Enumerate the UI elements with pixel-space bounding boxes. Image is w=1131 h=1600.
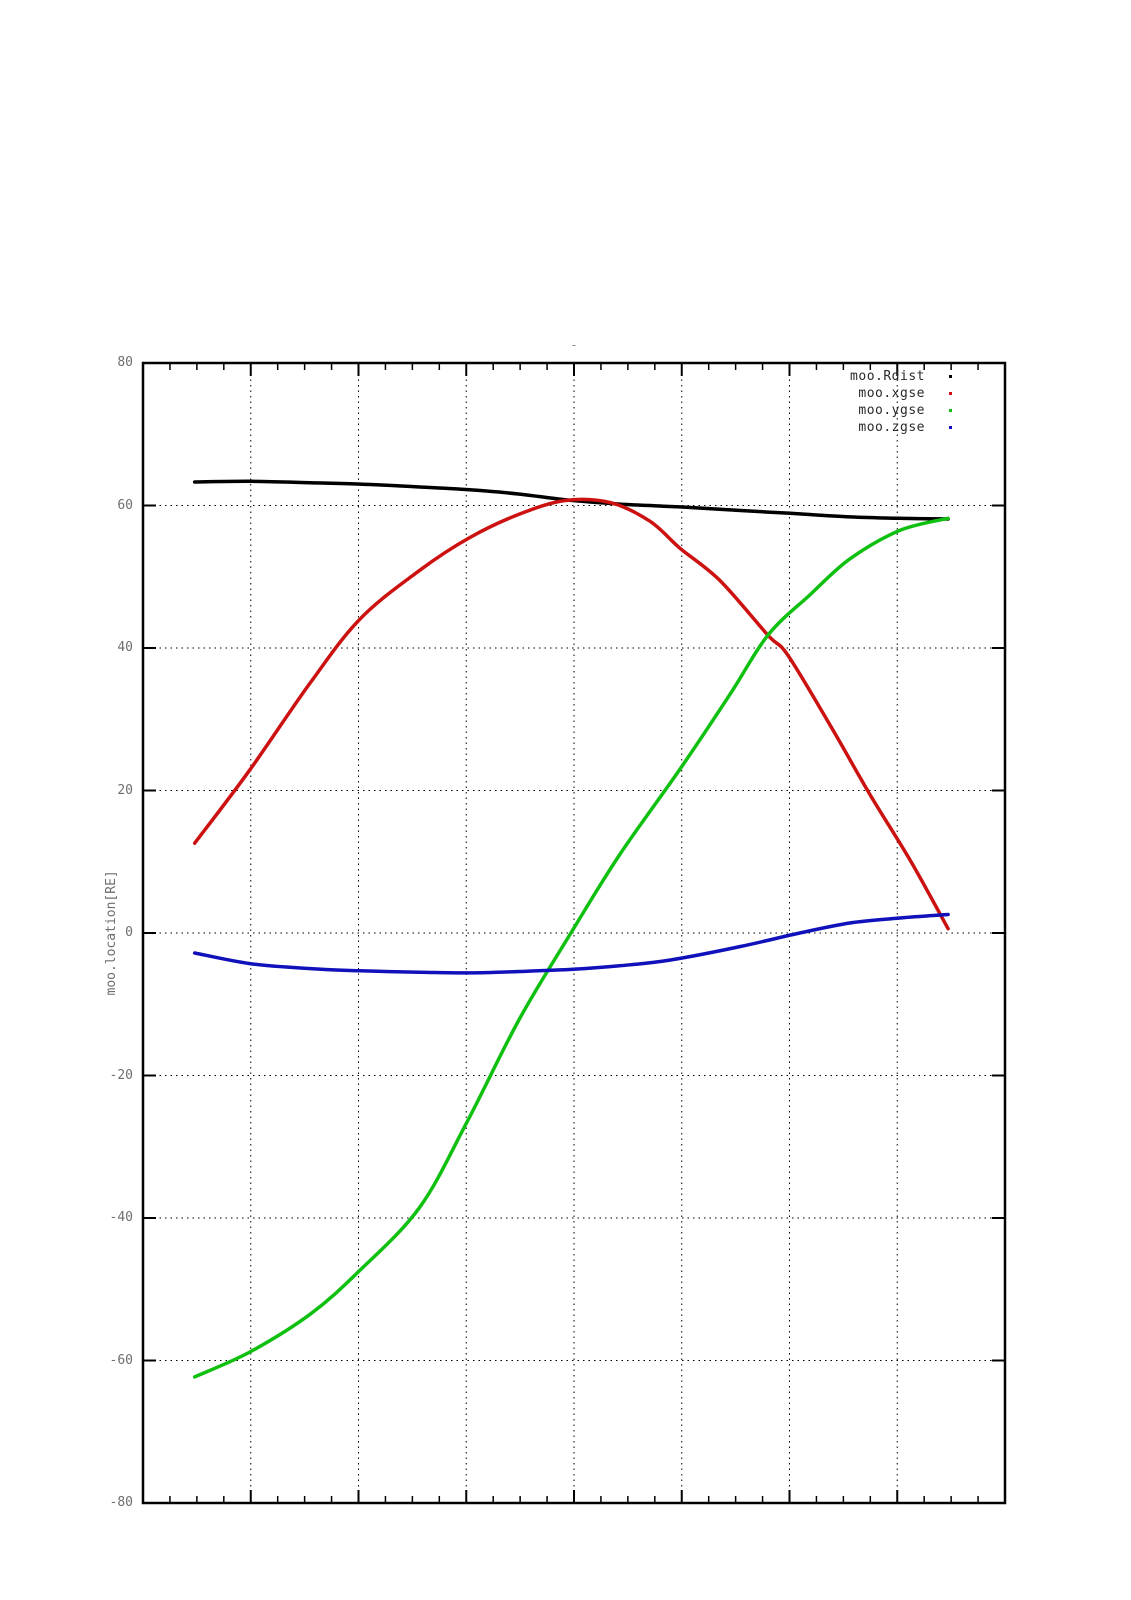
legend: moo.Rdist moo.xgse moo.ygse moo.zgse bbox=[850, 369, 962, 435]
legend-label: moo.ygse bbox=[858, 403, 925, 418]
y-tick-label: -80 bbox=[109, 1495, 133, 1510]
legend-item-moo.zgse: moo.zgse bbox=[858, 420, 962, 435]
y-tick-label: -60 bbox=[109, 1352, 133, 1368]
legend-item-moo.Rdist: moo.Rdist bbox=[850, 369, 962, 384]
legend-label: moo.Rdist bbox=[850, 369, 925, 384]
legend-label: moo.zgse bbox=[858, 420, 925, 435]
y-tick-label: -20 bbox=[109, 1067, 133, 1083]
series-line-moo.ygse bbox=[192, 516, 950, 1379]
y-tick-label: 0 bbox=[125, 925, 133, 940]
y-tick-label: 20 bbox=[117, 782, 133, 798]
legend-marker-dot bbox=[949, 375, 952, 378]
series-line-moo.zgse bbox=[192, 912, 950, 975]
y-tick-label: 40 bbox=[117, 640, 133, 655]
y-tick-label: 80 bbox=[117, 355, 133, 370]
plot-title: - bbox=[570, 338, 578, 352]
y-tick-label: 60 bbox=[117, 497, 133, 513]
y-tick-label: -40 bbox=[109, 1210, 133, 1225]
legend-item-moo.ygse: moo.ygse bbox=[858, 403, 962, 418]
series-line-moo.xgse bbox=[192, 497, 950, 931]
legend-marker-dot bbox=[949, 409, 952, 412]
legend-label: moo.xgse bbox=[858, 386, 925, 401]
legend-marker-dot bbox=[949, 426, 952, 429]
legend-marker-dot bbox=[949, 392, 952, 395]
legend-item-moo.xgse: moo.xgse bbox=[858, 386, 962, 401]
